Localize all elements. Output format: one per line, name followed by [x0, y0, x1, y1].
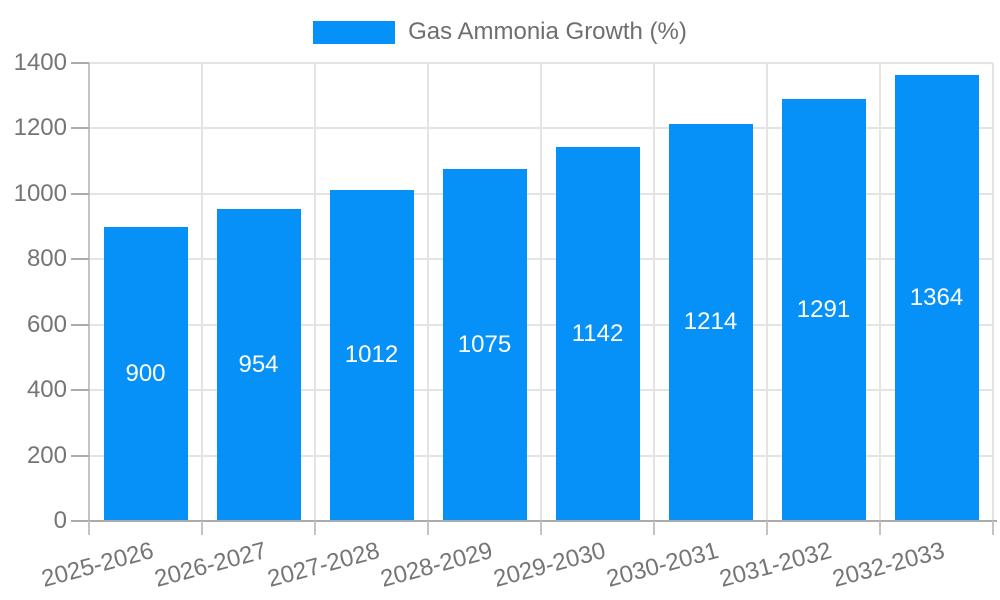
x-gridline — [314, 63, 316, 521]
x-axis-tick — [540, 521, 542, 535]
bar[interactable] — [555, 147, 640, 521]
bar-value-label: 1214 — [683, 308, 738, 336]
legend-label: Gas Ammonia Growth (%) — [408, 18, 687, 45]
x-axis-tick-label: 2028-2029 — [377, 537, 496, 593]
x-axis-tick-label: 2029-2030 — [490, 537, 609, 593]
legend-swatch — [313, 20, 396, 44]
y-axis-tick-label: 1000 — [13, 179, 67, 207]
x-axis-tick — [653, 521, 655, 535]
x-axis-tick-label: 2032-2033 — [829, 537, 948, 593]
y-axis-tick — [71, 62, 89, 64]
x-gridline — [201, 63, 203, 521]
y-axis-tick-label: 400 — [26, 376, 67, 404]
y-axis-tick — [71, 323, 89, 326]
bar-value-label: 1012 — [344, 341, 399, 369]
bar[interactable] — [103, 226, 188, 521]
x-gridline — [992, 63, 994, 521]
y-axis-tick-label: 1400 — [13, 49, 67, 76]
y-axis-tick — [71, 389, 89, 392]
x-axis-tick — [766, 521, 768, 535]
bar[interactable] — [216, 208, 301, 521]
bar-value-label: 1364 — [909, 283, 964, 311]
x-gridline — [879, 63, 881, 521]
bar[interactable] — [781, 98, 866, 521]
bar[interactable] — [442, 169, 527, 521]
y-axis-tick-label: 200 — [26, 441, 67, 469]
x-axis-tick — [314, 521, 316, 535]
x-axis-tick — [427, 521, 429, 535]
y-axis-tick — [71, 454, 89, 457]
bar[interactable] — [329, 189, 414, 521]
x-axis-tick-label: 2026-2027 — [151, 537, 270, 593]
x-axis-tick — [88, 521, 90, 535]
x-gridline — [653, 63, 655, 521]
y-axis-tick-label: 1200 — [13, 114, 67, 142]
y-axis-tick-label: 800 — [26, 245, 67, 273]
bar-value-label: 954 — [238, 350, 279, 378]
y-axis-tick — [71, 258, 89, 261]
y-axis-line — [88, 63, 90, 521]
y-axis-tick — [71, 127, 89, 130]
bar[interactable] — [668, 123, 753, 521]
y-axis-tick-label: 600 — [26, 310, 67, 338]
legend[interactable]: Gas Ammonia Growth (%) — [0, 18, 1000, 46]
x-axis-tick — [992, 521, 994, 535]
bar-value-label: 1291 — [796, 295, 851, 323]
x-axis-tick-label: 2025-2026 — [38, 537, 157, 593]
bar-value-label: 900 — [125, 359, 166, 387]
x-axis-tick — [879, 521, 881, 535]
x-gridline — [766, 63, 768, 521]
x-gridline — [427, 63, 429, 521]
x-axis-tick-label: 2031-2032 — [716, 537, 835, 593]
x-gridline — [540, 63, 542, 521]
x-axis-tick-label: 2027-2028 — [264, 537, 383, 593]
bar-value-label: 1075 — [457, 331, 512, 359]
bar-value-label: 1142 — [571, 320, 624, 348]
x-axis-line — [71, 520, 997, 522]
x-axis-tick — [201, 521, 203, 535]
x-axis-tick-label: 2030-2031 — [603, 537, 722, 593]
y-axis-tick-label: 0 — [53, 507, 67, 534]
bar[interactable] — [894, 74, 979, 521]
y-axis-tick — [71, 192, 89, 195]
